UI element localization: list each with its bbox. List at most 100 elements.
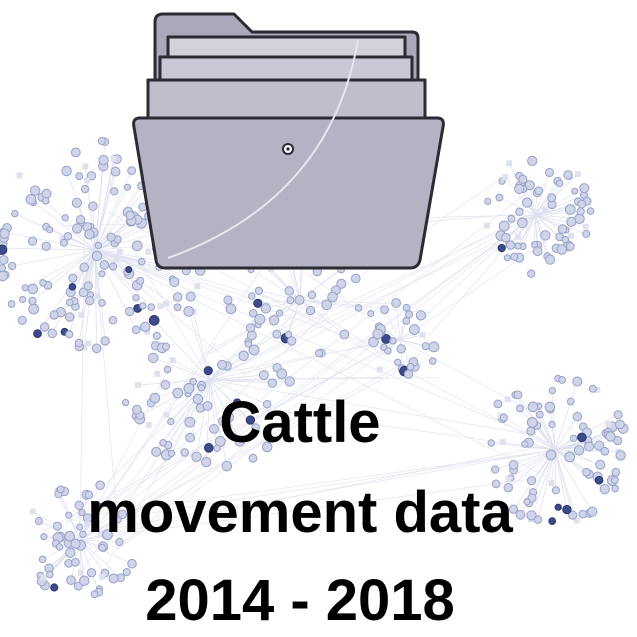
network-node: [583, 224, 589, 230]
network-node: [28, 284, 38, 294]
network-node: [589, 385, 596, 392]
network-node: [377, 367, 383, 373]
network-node: [239, 351, 248, 360]
network-node: [506, 160, 512, 166]
network-node: [173, 293, 182, 302]
network-node: [600, 484, 609, 493]
network-node: [71, 539, 80, 548]
network-node: [77, 215, 85, 223]
network-node: [186, 292, 195, 301]
network-node: [114, 256, 120, 262]
network-node: [141, 322, 150, 331]
network-node: [249, 293, 256, 300]
network-node: [198, 385, 204, 391]
network-node: [84, 282, 92, 290]
network-node: [98, 138, 105, 145]
network-node: [583, 230, 590, 237]
network-node: [549, 518, 556, 525]
network-node: [611, 477, 618, 484]
network-node: [56, 544, 62, 550]
network-node: [564, 171, 573, 180]
network-node: [87, 569, 95, 577]
network-node: [585, 442, 594, 451]
network-node: [494, 400, 502, 408]
network-node: [53, 522, 61, 530]
network-node: [565, 452, 575, 462]
network-node: [572, 188, 578, 194]
network-node: [555, 504, 561, 510]
network-node: [138, 258, 145, 265]
network-node: [407, 363, 414, 370]
network-node: [100, 261, 109, 270]
network-node: [616, 451, 625, 460]
network-node: [0, 265, 6, 272]
network-node: [186, 433, 195, 442]
network-node: [406, 311, 413, 318]
network-node: [92, 344, 101, 353]
network-node: [222, 461, 231, 470]
network-node: [0, 229, 9, 238]
network-node: [157, 303, 163, 309]
network-node: [517, 405, 524, 412]
network-node: [549, 387, 555, 393]
network-node: [132, 326, 140, 334]
network-node: [527, 417, 537, 427]
network-node: [606, 432, 615, 441]
folder-clasp-dot: [286, 147, 289, 150]
network-node: [224, 296, 232, 304]
network-node: [185, 417, 195, 427]
network-node: [577, 208, 584, 215]
network-node: [168, 450, 174, 456]
network-node: [66, 512, 72, 518]
network-node: [205, 444, 214, 453]
network-node: [276, 310, 282, 316]
network-node: [559, 377, 566, 384]
network-node: [35, 518, 42, 525]
network-node: [85, 230, 94, 239]
network-node: [420, 332, 426, 338]
network-node: [163, 301, 169, 307]
network-node: [403, 304, 410, 311]
network-node: [583, 468, 591, 476]
network-node: [46, 571, 53, 578]
network-node: [246, 324, 254, 332]
network-node: [249, 454, 257, 462]
network-node: [522, 198, 531, 207]
network-node: [12, 210, 18, 216]
network-node: [0, 245, 7, 254]
network-node: [69, 284, 76, 291]
network-node: [126, 211, 134, 219]
network-node: [61, 239, 68, 246]
network-node: [287, 337, 295, 345]
network-node: [518, 218, 528, 228]
network-node: [109, 316, 117, 324]
network-node: [409, 325, 419, 335]
network-node: [546, 255, 555, 264]
network-node: [162, 343, 169, 350]
network-node: [373, 329, 383, 339]
network-node: [570, 435, 576, 441]
caption-line: movement data: [87, 480, 513, 545]
network-node: [268, 379, 276, 387]
network-node: [545, 402, 555, 412]
network-node: [579, 510, 587, 518]
page: Cattle movement data {"caption": {"lines…: [0, 0, 637, 637]
network-node: [500, 414, 507, 421]
network-node: [578, 200, 586, 208]
network-node: [416, 311, 425, 320]
network-node: [567, 398, 574, 405]
network-node: [505, 396, 511, 402]
network-node: [528, 156, 537, 165]
network-node: [429, 358, 436, 365]
network-node: [546, 450, 556, 460]
network-node: [500, 439, 506, 445]
network-node: [181, 449, 189, 457]
network-node: [149, 316, 159, 326]
network-node: [126, 307, 134, 315]
network-node: [91, 591, 98, 598]
network-node: [99, 271, 105, 277]
network-node: [502, 174, 508, 180]
network-node: [64, 232, 72, 240]
network-node: [534, 516, 541, 523]
network-node: [150, 393, 160, 403]
